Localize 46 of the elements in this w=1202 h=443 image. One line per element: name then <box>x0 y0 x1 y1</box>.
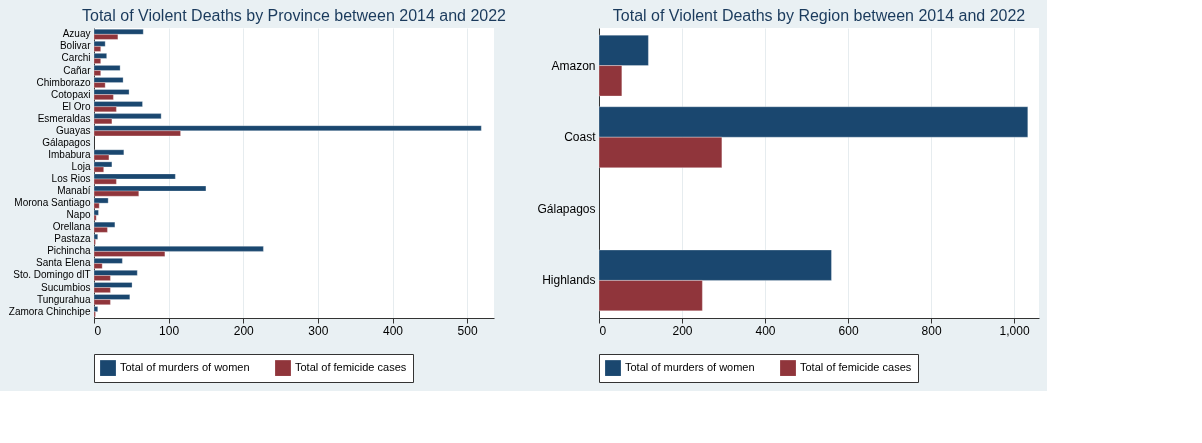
y-tick-label: Tungurahua <box>36 293 91 305</box>
y-tick-label: Morona Santiago <box>14 197 91 209</box>
y-tick-label: Manabí <box>57 185 91 197</box>
y-tick-label: Los Rios <box>51 173 91 185</box>
legend-label: Total of murders of women <box>120 361 250 374</box>
y-tick-label: Carchi <box>61 52 91 64</box>
x-tick-label: 1,000 <box>999 323 1030 338</box>
y-tick-label: Gálapagos <box>42 136 91 148</box>
y-tick-label: Gálapagos <box>537 201 596 216</box>
y-tick-label: Highlands <box>542 273 596 288</box>
legend-label: Total of femicide cases <box>295 361 407 374</box>
y-tick-label: Coast <box>564 130 597 145</box>
y-tick-label: Pastaza <box>54 233 91 245</box>
x-tick-label: 0 <box>94 323 102 338</box>
x-tick-label: 800 <box>921 323 942 338</box>
y-tick-label: Sucumbios <box>41 281 91 293</box>
y-tick-label: Cañar <box>63 64 92 76</box>
x-tick-label: 100 <box>159 323 180 338</box>
x-tick-label: 400 <box>382 323 404 338</box>
chart-title: Total of Violent Deaths by Region between 2014 and 2022 <box>612 7 1026 24</box>
y-tick-label: Orellana <box>52 221 91 233</box>
y-tick-label: Pichincha <box>47 245 91 257</box>
y-tick-label: Napo <box>66 209 91 221</box>
y-tick-label: Bolivar <box>59 40 92 52</box>
y-tick-label: Loja <box>71 160 91 172</box>
legend-label: Total of murders of women <box>625 361 755 374</box>
x-tick-label: 400 <box>755 323 776 338</box>
x-tick-label: 500 <box>457 323 478 338</box>
chart-title: Total of Violent Deaths by Province between 2014 and 2022 <box>82 7 507 24</box>
y-tick-label: Guayas <box>56 124 91 136</box>
y-tick-label: Amazon <box>551 58 596 73</box>
y-tick-label: Chimborazo <box>36 76 91 88</box>
y-tick-label: Imbabura <box>48 148 91 160</box>
y-tick-label: Azuay <box>62 28 91 40</box>
x-tick-label: 300 <box>308 323 329 338</box>
y-tick-label: Cotopaxi <box>51 88 91 100</box>
x-tick-label: 0 <box>599 323 607 338</box>
x-tick-label: 200 <box>233 323 255 338</box>
y-tick-label: Sto. Domingo dlT <box>13 269 91 281</box>
y-tick-label: Santa Elena <box>36 257 91 269</box>
x-tick-label: 600 <box>838 323 859 338</box>
legend-label: Total of femicide cases <box>800 361 912 374</box>
x-tick-label: 200 <box>672 323 693 338</box>
y-tick-label: Zamora Chinchipe <box>8 305 91 317</box>
y-tick-label: El Oro <box>62 100 91 112</box>
y-tick-label: Esmeraldas <box>37 112 91 124</box>
